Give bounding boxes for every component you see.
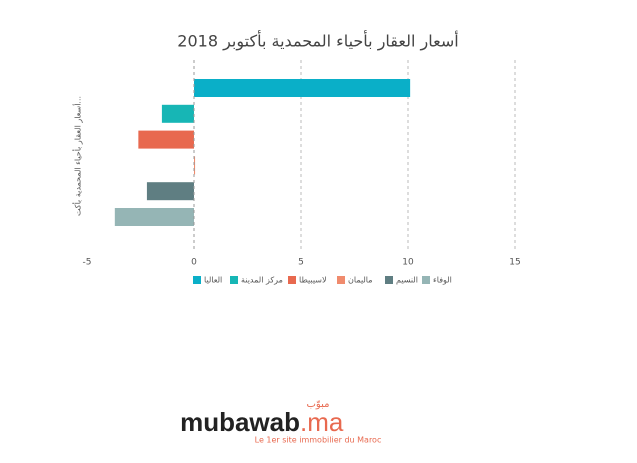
y-axis-label: أسعار العقار بأحياء المحمدية بأكت... bbox=[72, 96, 83, 216]
legend-swatch bbox=[337, 276, 345, 284]
x-tick-label: -5 bbox=[83, 258, 92, 268]
bar bbox=[138, 130, 194, 149]
bar bbox=[194, 156, 196, 175]
x-tick-label: 0 bbox=[191, 258, 197, 268]
legend-swatch bbox=[288, 276, 296, 284]
x-tick-label: 15 bbox=[509, 258, 520, 268]
legend-swatch bbox=[230, 276, 238, 284]
legend-label: ماليمان bbox=[348, 276, 373, 285]
logo-brand: mubawab bbox=[180, 407, 300, 437]
bar bbox=[146, 182, 194, 201]
legend-label: النسيم bbox=[396, 276, 418, 285]
logo-domain: .ma bbox=[300, 407, 344, 437]
logo: مبوّب mubawab .ma Le 1er site immobilier… bbox=[180, 399, 381, 445]
legend-label: الوفاء bbox=[433, 276, 452, 285]
logo-arabic: مبوّب bbox=[307, 399, 330, 410]
x-tick-label: 5 bbox=[298, 258, 304, 268]
legend-swatch bbox=[385, 276, 393, 284]
x-tick-label: 10 bbox=[402, 258, 414, 268]
legend-swatch bbox=[193, 276, 201, 284]
bar bbox=[114, 208, 194, 226]
legend-label: مركز المدينة bbox=[241, 276, 283, 285]
legend-swatch bbox=[422, 276, 430, 284]
chart-title: أسعار العقار بأحياء المحمدية بأكتوبر 201… bbox=[177, 30, 458, 52]
logo-tagline: Le 1er site immobilier du Maroc bbox=[255, 436, 382, 445]
bar bbox=[161, 104, 194, 123]
bar bbox=[194, 79, 411, 97]
legend-label: العاليا bbox=[204, 276, 222, 285]
legend-label: لاسيبيطا bbox=[299, 276, 327, 285]
